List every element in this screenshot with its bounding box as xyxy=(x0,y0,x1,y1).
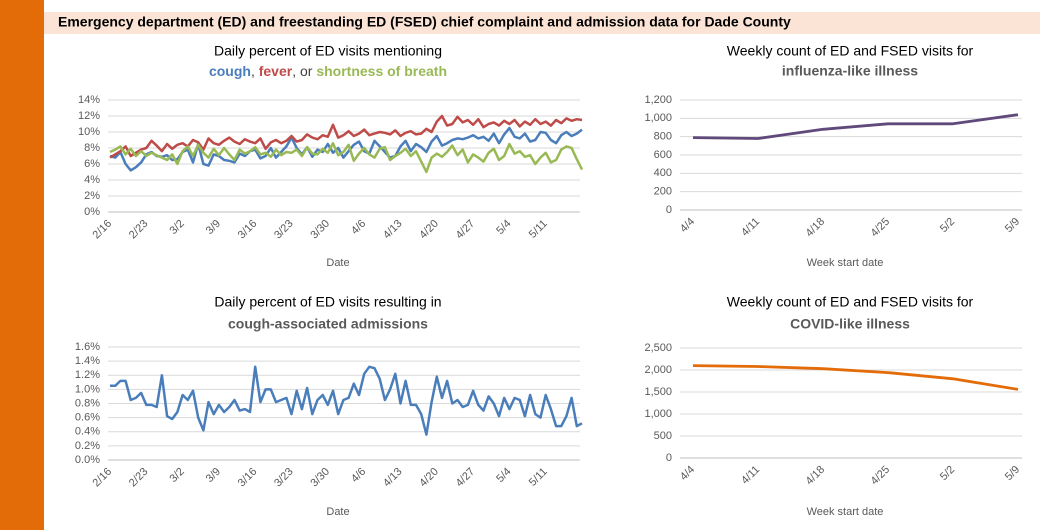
x-tick-label: 3/9 xyxy=(204,218,223,237)
x-tick-label: 5/2 xyxy=(938,216,957,235)
x-tick-label: 5/2 xyxy=(938,464,957,483)
x-tick-label: 4/13 xyxy=(381,466,405,490)
y-tick-label: 500 xyxy=(654,430,672,442)
y-tick-label: 2,000 xyxy=(644,364,672,376)
y-tick-label: 1,000 xyxy=(644,408,672,420)
y-tick-label: 14% xyxy=(78,94,100,106)
y-tick-label: 1,000 xyxy=(644,112,672,124)
y-tick-label: 0 xyxy=(666,452,672,464)
x-tick-label: 5/9 xyxy=(1003,216,1022,235)
x-tick-label: 4/18 xyxy=(804,464,828,488)
x-axis-label: Date xyxy=(326,506,349,518)
x-tick-label: 5/4 xyxy=(494,466,513,485)
y-tick-label: 6% xyxy=(84,158,100,170)
x-tick-label: 4/11 xyxy=(739,216,762,239)
x-tick-label: 4/4 xyxy=(678,216,697,235)
y-tick-label: 200 xyxy=(654,186,672,198)
y-tick-label: 8% xyxy=(84,142,100,154)
x-tick-label: 5/4 xyxy=(494,218,513,237)
x-tick-label: 3/30 xyxy=(308,466,332,490)
y-tick-label: 600 xyxy=(654,149,672,161)
x-tick-label: 3/16 xyxy=(236,218,260,242)
y-tick-label: 400 xyxy=(654,167,672,179)
y-tick-label: 1.2% xyxy=(75,369,100,381)
x-tick-label: 2/16 xyxy=(91,466,115,490)
x-tick-label: 4/27 xyxy=(454,218,478,242)
x-tick-label: 2/16 xyxy=(91,218,115,242)
data-line xyxy=(109,114,583,159)
x-tick-label: 3/23 xyxy=(272,218,296,242)
legend-separator: , xyxy=(251,63,259,79)
chart-title: Weekly count of ED and FSED visits for xyxy=(727,294,974,310)
y-tick-label: 0.2% xyxy=(75,440,100,452)
x-tick-label: 2/23 xyxy=(127,218,151,242)
x-tick-label: 3/16 xyxy=(236,466,260,490)
data-line xyxy=(110,365,583,436)
header-title: Emergency department (ED) and freestandi… xyxy=(58,14,791,30)
legend-separator: , or xyxy=(292,63,316,79)
x-tick-label: 4/20 xyxy=(417,218,441,242)
y-tick-label: 800 xyxy=(654,131,672,143)
y-tick-label: 2,500 xyxy=(644,342,672,354)
y-tick-label: 0.8% xyxy=(75,397,100,409)
chart-subtitle: cough, fever, or shortness of breath xyxy=(209,63,447,79)
x-tick-label: 4/13 xyxy=(381,218,405,242)
x-tick-label: 2/23 xyxy=(127,466,151,490)
x-axis-label: Week start date xyxy=(807,257,884,269)
header-band xyxy=(44,12,1040,34)
x-tick-label: 3/2 xyxy=(167,218,186,237)
y-tick-label: 1.4% xyxy=(75,355,100,367)
y-tick-label: 0.0% xyxy=(75,454,100,466)
y-tick-label: 0% xyxy=(84,206,100,218)
x-tick-label: 4/6 xyxy=(349,466,368,485)
y-tick-label: 0 xyxy=(666,204,672,216)
side-bar xyxy=(0,0,44,530)
x-axis-label: Week start date xyxy=(807,506,884,518)
y-tick-label: 1.0% xyxy=(75,383,100,395)
chart-title: Weekly count of ED and FSED visits for xyxy=(727,43,974,59)
y-tick-label: 2% xyxy=(84,190,100,202)
legend-entry: fever xyxy=(259,63,293,79)
x-tick-label: 3/2 xyxy=(167,466,186,485)
y-tick-label: 12% xyxy=(78,110,100,122)
x-tick-label: 3/30 xyxy=(308,218,332,242)
x-tick-label: 3/9 xyxy=(204,466,223,485)
y-tick-label: 1,500 xyxy=(644,386,672,398)
x-tick-label: 3/23 xyxy=(272,466,296,490)
chart-title: Daily percent of ED visits mentioning xyxy=(214,43,442,59)
y-tick-label: 1.6% xyxy=(75,341,100,353)
data-line xyxy=(109,141,584,174)
x-tick-label: 4/20 xyxy=(417,466,441,490)
data-line xyxy=(692,113,1019,140)
data-line xyxy=(692,364,1019,391)
x-tick-label: 4/25 xyxy=(869,216,893,240)
chart-subtitle: COVID-like illness xyxy=(790,316,910,332)
y-tick-label: 0.6% xyxy=(75,412,100,424)
x-tick-label: 4/6 xyxy=(349,218,368,237)
legend-entry: cough xyxy=(209,63,251,79)
x-tick-label: 4/18 xyxy=(804,216,828,240)
y-tick-label: 10% xyxy=(78,126,100,138)
y-tick-label: 0.4% xyxy=(75,426,100,438)
legend-entry: shortness of breath xyxy=(316,63,447,79)
x-tick-label: 4/25 xyxy=(869,464,893,488)
x-tick-label: 4/11 xyxy=(739,464,762,487)
y-tick-label: 1,200 xyxy=(644,94,672,106)
x-tick-label: 5/11 xyxy=(527,466,550,489)
chart-subtitle: cough-associated admissions xyxy=(228,316,428,332)
x-tick-label: 4/27 xyxy=(454,466,478,490)
x-tick-label: 4/4 xyxy=(678,464,697,483)
chart-subtitle: influenza-like illness xyxy=(782,63,918,79)
x-axis-label: Date xyxy=(326,257,349,269)
chart-title: Daily percent of ED visits resulting in xyxy=(214,294,441,310)
x-tick-label: 5/11 xyxy=(527,218,550,241)
y-tick-label: 4% xyxy=(84,174,100,186)
data-line xyxy=(109,126,583,172)
x-tick-label: 5/9 xyxy=(1003,464,1022,483)
